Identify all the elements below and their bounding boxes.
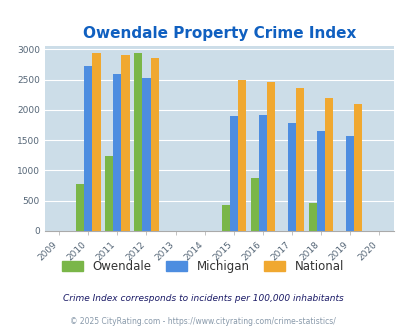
- Bar: [266, 82, 275, 231]
- Bar: [113, 74, 121, 231]
- Bar: [92, 53, 100, 231]
- Bar: [134, 53, 142, 231]
- Bar: [237, 80, 245, 231]
- Bar: [250, 178, 258, 231]
- Bar: [142, 78, 150, 231]
- Title: Owendale Property Crime Index: Owendale Property Crime Index: [82, 26, 355, 41]
- Bar: [150, 58, 158, 231]
- Bar: [258, 115, 266, 231]
- Bar: [121, 55, 129, 231]
- Text: © 2025 CityRating.com - https://www.cityrating.com/crime-statistics/: © 2025 CityRating.com - https://www.city…: [70, 317, 335, 326]
- Bar: [105, 156, 113, 231]
- Legend: Owendale, Michigan, National: Owendale, Michigan, National: [62, 260, 343, 273]
- Bar: [76, 184, 84, 231]
- Bar: [324, 98, 333, 231]
- Bar: [345, 136, 354, 231]
- Bar: [354, 104, 362, 231]
- Bar: [295, 88, 303, 231]
- Bar: [316, 131, 324, 231]
- Bar: [84, 66, 92, 231]
- Bar: [221, 205, 229, 231]
- Bar: [287, 122, 295, 231]
- Text: Crime Index corresponds to incidents per 100,000 inhabitants: Crime Index corresponds to incidents per…: [62, 294, 343, 303]
- Bar: [308, 203, 316, 231]
- Bar: [229, 116, 237, 231]
